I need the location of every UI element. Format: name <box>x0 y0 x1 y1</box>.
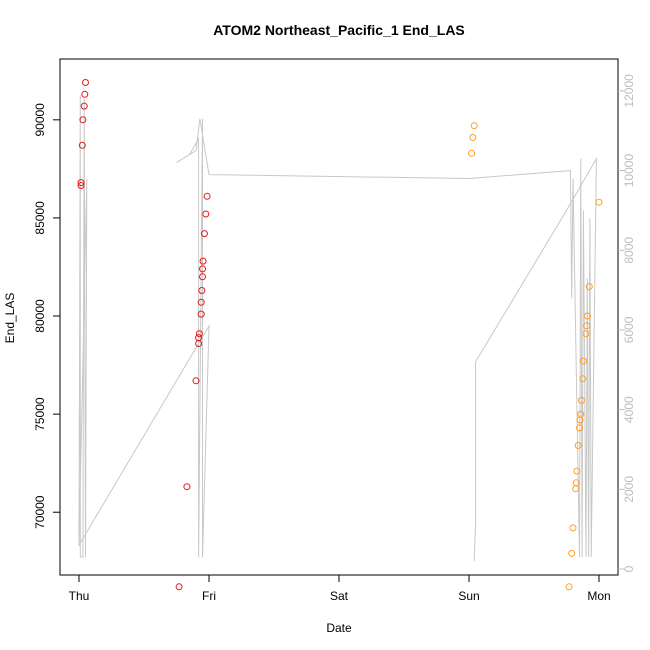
x-tick-label-sat: Sat <box>330 589 349 603</box>
data-point-s1-18 <box>583 312 591 320</box>
data-point-s0-19 <box>200 230 208 238</box>
data-point-s1-5 <box>569 524 577 532</box>
data-point-s0-3 <box>79 116 87 124</box>
data-point-s0-17 <box>199 265 206 273</box>
x-tick-label-thu: Thu <box>69 589 90 603</box>
data-point-s0-11 <box>195 334 203 342</box>
data-point-s1-10 <box>576 424 583 432</box>
data-point-s0-9 <box>192 377 200 385</box>
line-series-layer <box>78 94 597 562</box>
points-layer <box>77 79 603 591</box>
data-point-s1-14 <box>579 375 587 383</box>
x-tick-label-fri: Fri <box>202 589 216 603</box>
data-point-s1-7 <box>572 479 580 487</box>
gray-line-series <box>78 94 597 562</box>
data-point-s1-19 <box>585 283 593 291</box>
chart-title: ATOM2 Northeast_Pacific_1 End_LAS <box>213 22 465 38</box>
data-point-s1-15 <box>579 357 587 365</box>
data-point-s0-20 <box>202 210 210 218</box>
y-tick-label-70000: 70000 <box>33 495 47 529</box>
y-tick-label-90000: 90000 <box>33 103 47 137</box>
data-point-s0-15 <box>198 287 206 294</box>
y2-tick-label-10000: 10000 <box>622 154 636 188</box>
data-point-s1-1 <box>469 134 477 141</box>
data-point-s0-7 <box>175 583 183 591</box>
data-point-s0-21 <box>203 192 211 200</box>
data-point-s1-17 <box>583 322 591 330</box>
plot-area-frame <box>59 58 619 576</box>
data-point-s0-13 <box>197 310 205 318</box>
y2-tick-label-4000: 4000 <box>622 396 636 423</box>
data-point-s0-18 <box>199 257 207 265</box>
data-point-s1-8 <box>573 467 581 475</box>
x-tick-label-sun: Sun <box>458 589 479 603</box>
data-point-s1-20 <box>595 198 603 206</box>
data-point-s1-6 <box>572 485 580 493</box>
data-point-s0-14 <box>197 298 205 306</box>
data-point-s0-5 <box>81 90 89 98</box>
y-tick-label-80000: 80000 <box>33 299 47 333</box>
y2-tick-label-12000: 12000 <box>622 74 636 108</box>
data-point-s1-4 <box>568 549 576 557</box>
data-point-s0-16 <box>199 273 206 281</box>
y-tick-label-85000: 85000 <box>33 201 47 235</box>
data-point-s0-0 <box>77 179 85 187</box>
data-point-s1-2 <box>470 122 478 130</box>
data-point-s0-4 <box>80 102 88 110</box>
data-point-s1-13 <box>578 396 585 404</box>
y2-tick-label-6000: 6000 <box>622 316 636 343</box>
data-point-s1-3 <box>565 583 573 591</box>
y2-tick-label-0: 0 <box>622 565 636 572</box>
data-point-s1-0 <box>468 149 476 157</box>
x-axis-label: Date <box>326 621 352 635</box>
y-tick-label-75000: 75000 <box>33 397 47 431</box>
x-tick-label-mon: Mon <box>587 589 610 603</box>
data-point-s0-1 <box>77 182 85 189</box>
y2-tick-label-2000: 2000 <box>622 476 636 503</box>
data-point-s0-2 <box>78 141 86 149</box>
y-axis-label: End_LAS <box>3 293 17 344</box>
axes-layer: Thu Fri Sat Sun Mon7000075000800008500090000… <box>33 74 636 603</box>
data-point-s0-12 <box>195 330 203 338</box>
data-point-s1-12 <box>577 410 585 418</box>
y2-tick-label-8000: 8000 <box>622 237 636 264</box>
data-point-s1-9 <box>574 442 582 449</box>
data-point-s0-8 <box>183 483 191 491</box>
data-point-s1-16 <box>582 330 590 338</box>
data-point-s0-6 <box>82 79 89 86</box>
